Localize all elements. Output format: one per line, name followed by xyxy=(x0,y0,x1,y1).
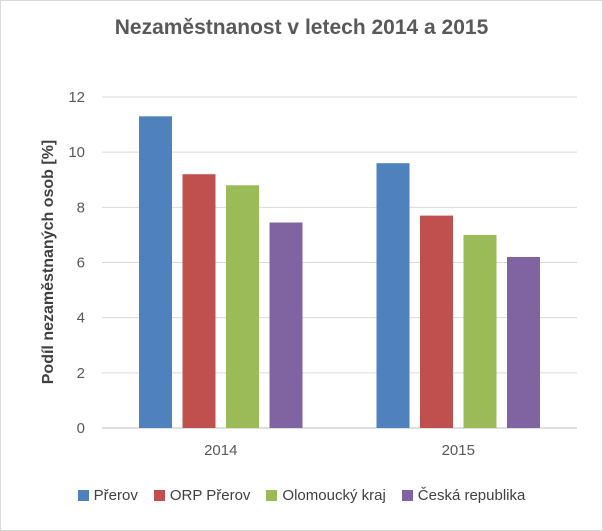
legend-item: Česká republika xyxy=(401,487,526,504)
bar-orp-přerov-2014 xyxy=(182,174,216,428)
y-tick-label: 8 xyxy=(77,199,85,216)
legend-label: ORP Přerov xyxy=(169,487,251,504)
y-tick-label: 0 xyxy=(77,420,85,437)
y-tick-label: 2 xyxy=(77,365,85,382)
bar-orp-přerov-2015 xyxy=(420,215,453,428)
legend-item: ORP Přerov xyxy=(153,487,251,504)
y-tick-label: 10 xyxy=(68,144,85,161)
legend-swatch xyxy=(401,490,413,501)
x-tick-labels: 2014 2015 xyxy=(204,442,475,459)
y-tick-labels: 0 2 4 6 8 10 12 xyxy=(68,89,85,437)
bar-česká-republika-2014 xyxy=(269,222,303,428)
bar-česká-republika-2015 xyxy=(507,256,540,428)
legend-swatch xyxy=(266,490,278,501)
bar-olomoucký-kraj-2014 xyxy=(226,185,259,428)
legend-swatch xyxy=(77,490,89,501)
legend-item: Olomoucký kraj xyxy=(266,487,386,504)
legend: Přerov ORP Přerov Olomoucký kraj Česká repu… xyxy=(0,487,603,504)
x-tick-label: 2014 xyxy=(204,442,237,459)
y-axis-label: Podíl nezaměstnaných osob [%] xyxy=(40,140,57,384)
bar-přerov-2014 xyxy=(139,116,172,428)
y-tick-label: 4 xyxy=(77,310,85,327)
y-tick-label: 6 xyxy=(77,255,85,272)
x-tick-label: 2015 xyxy=(442,442,475,459)
y-tick-label: 12 xyxy=(68,89,85,106)
bar-olomoucký-kraj-2015 xyxy=(463,234,497,428)
bars xyxy=(139,116,540,428)
legend-label: Olomoucký kraj xyxy=(282,487,386,504)
gridlines xyxy=(102,96,577,429)
bar-přerov-2015 xyxy=(376,163,410,428)
legend-swatch xyxy=(153,490,165,501)
legend-label: Přerov xyxy=(93,487,138,504)
chart-title: Nezaměstnanost v letech 2014 a 2015 xyxy=(114,16,489,39)
legend-label: Česká republika xyxy=(417,487,526,504)
legend-item: Přerov xyxy=(77,487,138,504)
